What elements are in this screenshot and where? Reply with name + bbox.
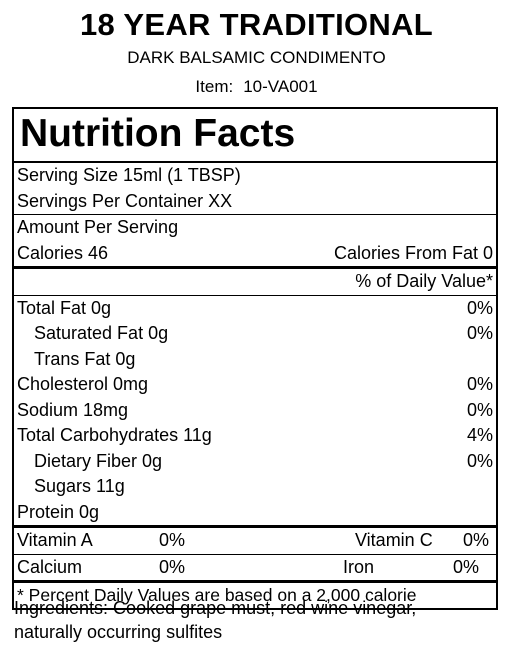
vitamin-dv: 0% xyxy=(159,556,186,577)
nutrient-row: Dietary Fiber 0g 0% xyxy=(14,449,496,475)
nutrient-name: Sugars 11g xyxy=(34,476,125,496)
nutrient-name: Total Fat 0g xyxy=(17,297,112,318)
vitamin-name: Vitamin C xyxy=(355,530,433,550)
daily-value-header: % of Daily Value* xyxy=(14,269,496,296)
ingredients: Ingredients: Cooked grape must, red wine… xyxy=(14,596,504,644)
vitamin-name: Iron xyxy=(343,556,375,577)
nutrient-row: Sodium 18mg 0% xyxy=(14,398,496,424)
calories: Calories 46 xyxy=(17,242,109,263)
nutrient-row: Sugars 11g xyxy=(14,474,496,500)
nutrient-name: Trans Fat 0g xyxy=(34,348,136,369)
product-header: 18 YEAR TRADITIONAL DARK BALSAMIC CONDIM… xyxy=(0,0,513,98)
amount-per-serving-text: Amount Per Serving xyxy=(17,217,179,237)
nutrient-row: Cholesterol 0mg 0% xyxy=(14,372,496,398)
nutrient-dv: 0% xyxy=(466,450,493,471)
vitamin-row: Calcium 0% Iron 0% xyxy=(14,555,496,583)
vitamin-dv: 0% xyxy=(453,556,480,577)
amount-per-serving: Amount Per Serving xyxy=(14,215,496,241)
item-label: Item: xyxy=(195,77,234,96)
nutrition-facts-panel: Nutrition Facts Serving Size 15ml (1 TBS… xyxy=(12,107,498,610)
footnote: * Percent Daily Values are based on a 2,… xyxy=(17,585,417,605)
vitamin-dv: 0% xyxy=(463,530,490,550)
vitamin-name: Vitamin A xyxy=(17,530,93,550)
nutrient-name: Dietary Fiber 0g xyxy=(34,450,163,471)
calories-row: Calories 46 Calories From Fat 0 xyxy=(14,241,496,269)
nutrient-dv: 0% xyxy=(466,297,493,318)
item-value: 10-VA001 xyxy=(243,77,318,96)
product-subtitle: DARK BALSAMIC CONDIMENTO xyxy=(127,48,386,67)
nutrient-name: Protein 0g xyxy=(17,501,100,522)
vitamin-row: Vitamin A 0% Vitamin C 0% xyxy=(14,528,496,555)
servings-per-container-text: Servings Per Container XX xyxy=(17,190,233,211)
daily-value-header-text: % of Daily Value* xyxy=(355,271,493,291)
nutrient-name: Saturated Fat 0g xyxy=(34,323,169,343)
ingredients-line: Ingredients: Cooked grape must, red wine… xyxy=(14,598,417,618)
nutrient-row: Total Carbohydrates 11g 4% xyxy=(14,423,496,449)
calories-from-fat: Calories From Fat 0 xyxy=(333,242,493,263)
nutrient-dv: 4% xyxy=(466,425,493,445)
nutrient-row: Saturated Fat 0g 0% xyxy=(14,321,496,347)
nutrient-dv: 0% xyxy=(466,399,493,420)
nutrient-dv: 0% xyxy=(466,374,493,394)
nutrient-dv: 0% xyxy=(466,323,493,343)
serving-size: Serving Size 15ml (1 TBSP) xyxy=(14,163,496,189)
nutrient-name: Cholesterol 0mg xyxy=(17,374,149,394)
nutrient-row: Trans Fat 0g xyxy=(14,347,496,373)
nutrition-facts-heading: Nutrition Facts xyxy=(14,109,496,163)
servings-per-container: Servings Per Container XX xyxy=(14,189,496,215)
ingredients-line: naturally occurring sulfites xyxy=(14,622,223,642)
nutrient-row: Protein 0g xyxy=(14,500,496,528)
vitamin-dv: 0% xyxy=(159,530,186,550)
nutrient-name: Sodium 18mg xyxy=(17,399,129,420)
vitamin-name: Calcium xyxy=(17,556,83,577)
nutrient-name: Total Carbohydrates 11g xyxy=(17,425,212,445)
product-title: 18 YEAR TRADITIONAL xyxy=(79,7,434,42)
serving-size-text: Serving Size 15ml (1 TBSP) xyxy=(17,165,241,185)
item-number: Item: 10-VA001 xyxy=(0,76,513,98)
nutrient-row: Total Fat 0g 0% xyxy=(14,296,496,322)
